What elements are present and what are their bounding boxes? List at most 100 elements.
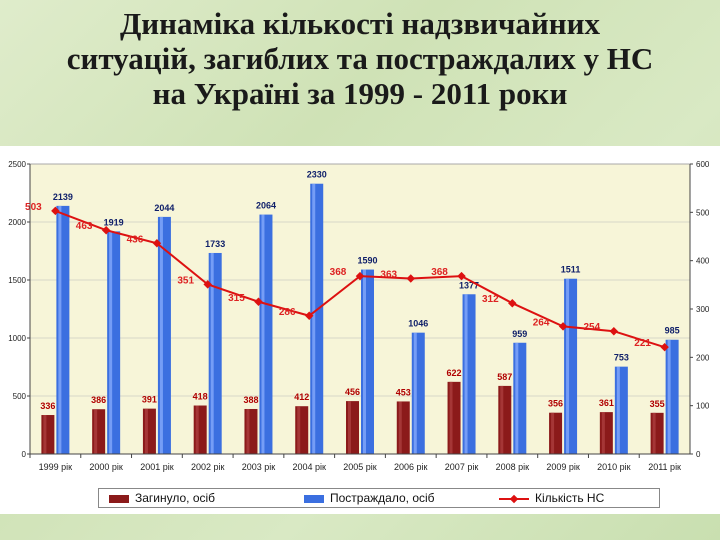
page-title: Динаміка кількості надзвичайних ситуацій…: [0, 6, 720, 111]
right-tick-label: 0: [696, 450, 701, 459]
bar-deaths: [346, 401, 359, 454]
right-tick-label: 500: [696, 208, 710, 217]
data-label-emergencies: 286: [279, 307, 296, 318]
data-label-injured: 753: [614, 353, 629, 363]
bar-injured: [259, 214, 273, 454]
x-tick-label: 2005 рік: [343, 462, 377, 472]
data-label-deaths: 356: [548, 399, 563, 409]
bar-deaths-highlight: [652, 412, 656, 454]
data-label-emergencies: 221: [634, 338, 651, 349]
chart-legend: Загинуло, осіб Постраждало, осіб Кількіс…: [98, 488, 660, 508]
x-tick-label: 2007 рік: [445, 462, 479, 472]
data-label-injured: 2064: [256, 201, 276, 211]
legend-label-deaths: Загинуло, осіб: [135, 491, 216, 505]
data-label-emergencies: 254: [584, 322, 601, 333]
bar-injured-highlight: [566, 278, 570, 454]
x-tick-label: 1999 рік: [39, 462, 73, 472]
data-label-injured: 985: [665, 326, 680, 336]
data-label-deaths: 355: [650, 399, 665, 409]
bar-injured-highlight: [363, 269, 366, 454]
plot-area: [29, 163, 691, 455]
data-label-deaths: 456: [345, 387, 360, 397]
legend-item-injured: Постраждало, осіб: [304, 491, 435, 505]
point-emergencies: [457, 271, 466, 281]
right-tick-label: 300: [696, 305, 710, 314]
right-tick-label: 200: [696, 353, 710, 362]
right-tick-label: 100: [696, 402, 710, 411]
bar-deaths: [549, 412, 563, 454]
data-label-deaths: 453: [396, 387, 411, 397]
x-tick-label: 2009 рік: [546, 462, 580, 472]
point-emergencies: [355, 271, 365, 281]
legend-swatch-emergencies: [499, 494, 529, 504]
bar-deaths: [244, 408, 258, 454]
bar-injured: [310, 183, 324, 454]
bar-injured-highlight: [515, 342, 519, 454]
legend-label-emergencies: Кількість НС: [535, 491, 605, 505]
title-line-1: Динаміка кількості надзвичайних: [119, 6, 601, 41]
bar-deaths-highlight: [246, 408, 250, 454]
data-label-injured: 1377: [459, 280, 479, 290]
bar-injured: [56, 205, 70, 454]
bar-injured-highlight: [616, 366, 620, 454]
point-emergencies: [101, 225, 111, 235]
bar-deaths-highlight: [449, 381, 453, 454]
left-tick-label: 0: [22, 450, 27, 459]
data-label-injured: 959: [512, 329, 527, 339]
bar-injured-highlight: [312, 183, 316, 454]
bar-injured: [665, 339, 679, 454]
data-label-deaths: 412: [294, 392, 309, 402]
bar-injured-highlight: [109, 231, 113, 454]
data-label-injured: 1511: [561, 265, 581, 275]
data-label-deaths: 361: [599, 398, 614, 408]
left-tick-label: 1500: [8, 276, 26, 285]
bar-injured-highlight: [261, 214, 265, 454]
point-emergencies: [203, 280, 212, 289]
left-tick-label: 500: [13, 392, 27, 401]
data-label-deaths: 336: [40, 401, 55, 411]
data-label-emergencies: 368: [330, 267, 347, 278]
bar-deaths: [92, 409, 106, 454]
data-label-injured: 1919: [104, 217, 124, 227]
bar-deaths: [498, 385, 512, 454]
point-emergencies: [304, 311, 314, 321]
data-label-deaths: 386: [91, 395, 106, 405]
bar-injured-highlight: [210, 252, 214, 454]
legend-label-injured: Постраждало, осіб: [330, 491, 435, 505]
right-tick-label: 600: [696, 160, 710, 169]
bar-deaths-highlight: [94, 409, 98, 454]
data-label-injured: 2330: [307, 170, 327, 180]
bar-injured: [513, 342, 527, 454]
data-label-emergencies: 463: [76, 221, 93, 232]
data-label-injured: 2139: [53, 192, 73, 202]
data-label-emergencies: 315: [228, 293, 245, 304]
title-line-3: на Україні за 1999 - 2011 роки: [152, 76, 568, 111]
bar-injured: [564, 278, 578, 454]
legend-swatch-deaths: [109, 494, 129, 503]
bar-deaths: [142, 408, 156, 454]
left-tick-label: 2500: [8, 160, 26, 169]
bar-injured: [411, 332, 425, 454]
bar-deaths-highlight: [551, 412, 555, 454]
data-label-emergencies: 264: [533, 317, 550, 328]
data-label-emergencies: 363: [380, 270, 397, 281]
bar-deaths: [396, 401, 410, 454]
data-label-emergencies: 312: [482, 294, 499, 305]
data-label-deaths: 587: [497, 372, 512, 382]
x-tick-label: 2002 рік: [191, 462, 225, 472]
bar-injured-highlight: [413, 332, 417, 454]
legend-swatch-injured: [304, 494, 324, 503]
bar-injured-highlight: [159, 216, 163, 454]
legend-item-emergencies: Кількість НС: [499, 491, 604, 505]
bar-deaths: [295, 406, 309, 454]
data-label-injured: 1590: [357, 256, 377, 266]
left-tick-label: 2000: [8, 218, 26, 227]
bar-injured: [614, 366, 628, 454]
x-tick-label: 2001 рік: [140, 462, 174, 472]
chart-panel: 0 500 1000 1500 2000 2500 0 100 200 300 400 500 600 1…: [0, 146, 720, 514]
data-label-injured: 1046: [408, 319, 428, 329]
x-tick-label: 2000 рік: [89, 462, 123, 472]
bar-deaths: [447, 381, 461, 454]
data-label-emergencies: 351: [177, 275, 194, 286]
data-label-injured: 1733: [205, 239, 225, 249]
